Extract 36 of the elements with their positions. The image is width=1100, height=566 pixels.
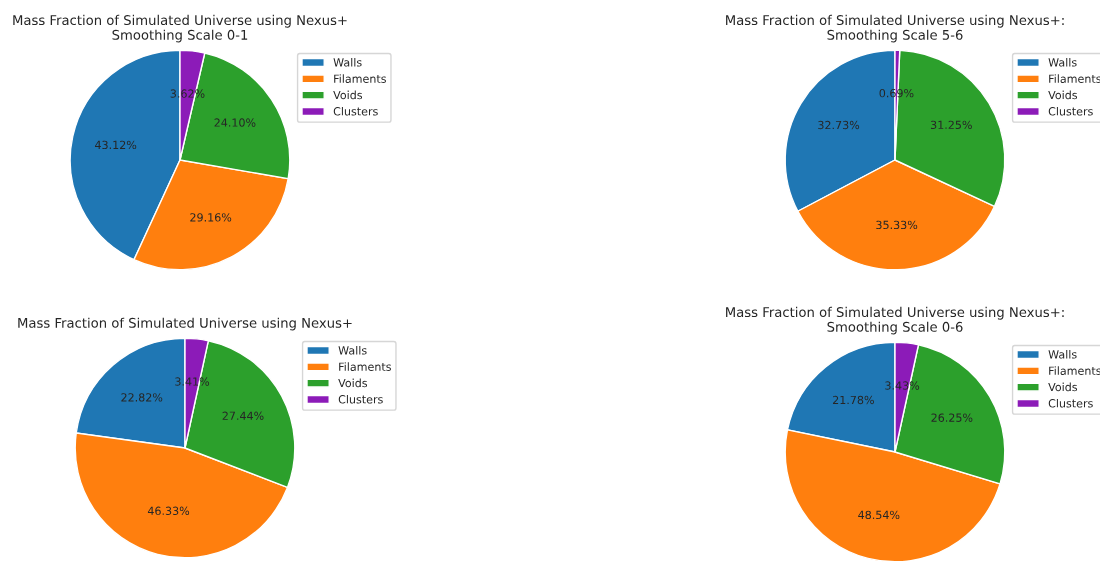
chart-title: Mass Fraction of Simulated Universe using Nexus+: Smoothing Scale 5-6 <box>726 14 1064 43</box>
data-label: 46.33% <box>147 506 190 516</box>
legend-label: Filaments <box>1049 366 1100 375</box>
legend-label: Clusters <box>338 394 383 404</box>
data-label: 26.25% <box>931 413 973 422</box>
legend-label: Voids <box>333 90 363 100</box>
data-label: 48.54% <box>858 510 900 520</box>
legend-label: Filaments <box>334 74 386 83</box>
chart-title: Mass Fraction of Simulated Universe using Nexus+ <box>18 317 352 331</box>
data-label: 3.62% <box>170 89 205 98</box>
data-label: 32.73% <box>818 120 860 130</box>
legend-label: Clusters <box>1048 398 1093 408</box>
legend-label: Voids <box>338 378 368 388</box>
data-label: 35.33% <box>876 220 918 230</box>
data-label: 24.10% <box>214 118 256 127</box>
legend-label: Clusters <box>333 106 378 116</box>
data-label: 27.44% <box>222 411 264 420</box>
data-label: 3.43% <box>885 381 920 390</box>
legend-label: Filaments <box>1049 74 1100 83</box>
legend-label: Voids <box>1048 90 1078 100</box>
legend-label: Filaments <box>339 362 391 371</box>
chart-title: Mass Fraction of Simulated Universe using Nexus+: Smoothing Scale 0-6 <box>726 306 1064 335</box>
legend-label: Walls <box>1048 350 1077 359</box>
legend-label: Walls <box>1048 58 1077 67</box>
data-label: 31.25% <box>930 120 972 130</box>
data-label: 29.16% <box>190 213 232 222</box>
legend-label: Walls <box>338 346 367 355</box>
data-label: 3.41% <box>175 377 210 386</box>
legend-label: Walls <box>333 58 362 67</box>
data-label: 0.69% <box>879 88 914 98</box>
data-label: 43.12% <box>95 140 137 150</box>
chart-title: Mass Fraction of Simulated Universe using Nexus+ Smoothing Scale 0-1 <box>13 14 347 43</box>
legend-label: Voids <box>1048 382 1078 392</box>
data-label: 22.82% <box>121 393 163 402</box>
data-label: 21.78% <box>832 395 874 405</box>
legend-label: Clusters <box>1048 106 1093 116</box>
